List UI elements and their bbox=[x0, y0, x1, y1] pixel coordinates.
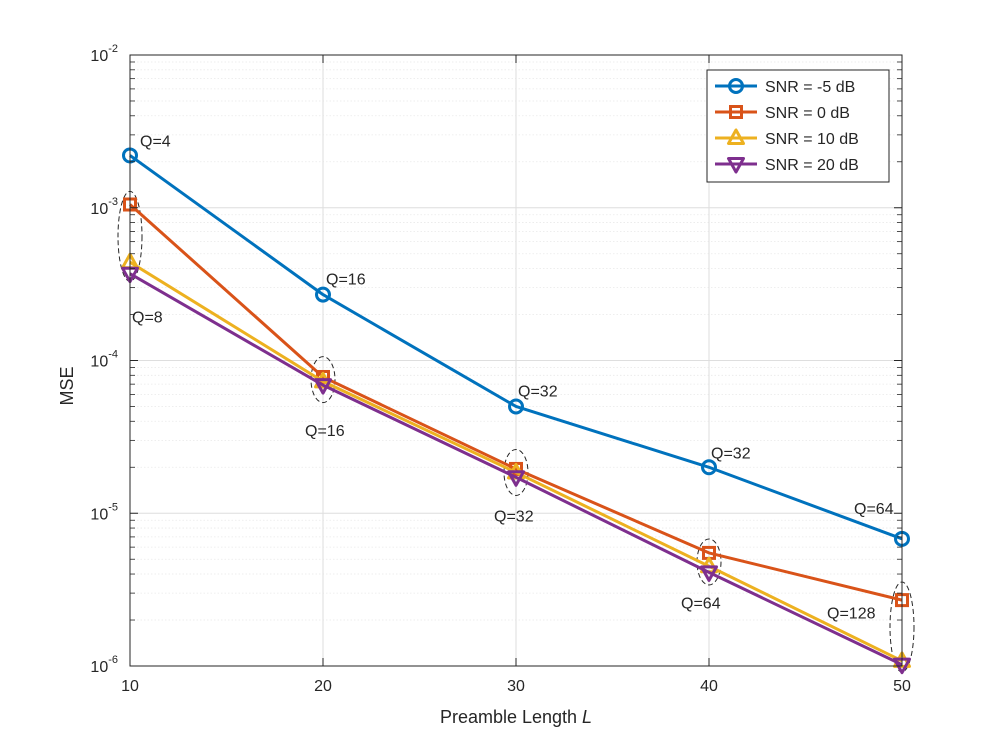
series-4-line bbox=[129, 272, 903, 667]
series-4-point bbox=[507, 470, 525, 487]
series-1-point bbox=[508, 398, 524, 415]
x-axis-label: Preamble Length L bbox=[440, 707, 592, 727]
y-tick-label-exponent: -5 bbox=[108, 501, 118, 513]
x-tick-label: 20 bbox=[314, 678, 332, 695]
series-1-point bbox=[701, 459, 717, 476]
legend: SNR = -5 dB SNR = 0 dB SNR = 10 dB SNR = 20… bbox=[706, 69, 890, 183]
legend-label-4: SNR = 20 dB bbox=[765, 157, 859, 174]
x-tick-label: 50 bbox=[893, 678, 911, 695]
y-tick-label-exponent: -4 bbox=[108, 349, 118, 361]
y-tick-label: 10-4 bbox=[90, 349, 118, 371]
grouping-ellipse bbox=[503, 448, 529, 496]
y-tick-label: 10-5 bbox=[90, 501, 118, 523]
q-annotation: Q=4 bbox=[140, 133, 171, 150]
y-tick-label: 10-3 bbox=[90, 196, 118, 218]
y-tick-label-base: 10 bbox=[90, 506, 108, 523]
grouping-ellipse bbox=[696, 538, 722, 586]
legend-marker-4 bbox=[727, 157, 745, 174]
y-tick-label-exponent: -6 bbox=[108, 654, 118, 666]
legend-label-2: SNR = 0 dB bbox=[765, 105, 850, 122]
y-tick-label-base: 10 bbox=[90, 201, 108, 218]
y-tick-label-base: 10 bbox=[90, 48, 108, 65]
q-annotation: Q=32 bbox=[711, 445, 751, 462]
x-axis-label-var: L bbox=[582, 707, 592, 727]
x-tick-label: 40 bbox=[700, 678, 718, 695]
q-annotation: Q=8 bbox=[132, 310, 163, 327]
q-annotation: Q=128 bbox=[827, 606, 876, 623]
q-annotation: Q=64 bbox=[854, 501, 894, 518]
series-2-line bbox=[129, 203, 903, 602]
legend-marker-2 bbox=[729, 105, 743, 119]
series-1-point bbox=[315, 286, 331, 303]
legend-label-1: SNR = -5 dB bbox=[765, 79, 855, 96]
legend-marker-1 bbox=[728, 78, 744, 94]
q-annotation: Q=16 bbox=[305, 423, 345, 440]
y-tick-label-exponent: -3 bbox=[108, 196, 118, 208]
q-annotation: Q=64 bbox=[681, 595, 721, 612]
grouping-ellipse bbox=[310, 356, 336, 404]
series-4 bbox=[121, 266, 911, 675]
series-1 bbox=[122, 147, 910, 547]
q-annotation: Q=32 bbox=[518, 383, 558, 400]
x-axis-label-text: Preamble Length bbox=[440, 707, 582, 727]
y-tick-label: 10-2 bbox=[90, 43, 118, 65]
x-tick-label: 30 bbox=[507, 678, 525, 695]
y-tick-label: 10-6 bbox=[90, 654, 118, 676]
legend-label-3: SNR = 10 dB bbox=[765, 131, 859, 148]
series-1-line bbox=[129, 154, 903, 541]
y-tick-label-base: 10 bbox=[90, 354, 108, 371]
legend-marker-3 bbox=[727, 128, 745, 145]
y-tick-label-exponent: -2 bbox=[108, 43, 118, 55]
y-axis-label: MSE bbox=[57, 366, 77, 405]
y-tick-label-base: 10 bbox=[90, 659, 108, 676]
x-tick-label: 10 bbox=[121, 678, 139, 695]
series-4-point bbox=[314, 378, 332, 395]
q-annotation: Q=16 bbox=[326, 272, 366, 289]
series-4-point bbox=[700, 565, 718, 582]
q-annotation: Q=32 bbox=[494, 508, 534, 525]
